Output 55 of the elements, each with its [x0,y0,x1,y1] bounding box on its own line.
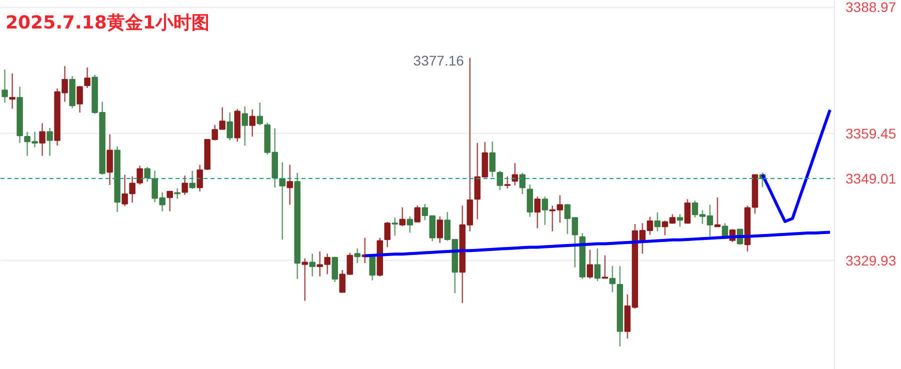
candlestick [684,198,691,224]
candlestick [594,248,601,282]
candlestick [226,112,233,142]
candlestick [436,216,444,244]
candlestick [496,170,504,191]
candlestick [399,206,406,227]
candlestick [519,172,526,195]
candlestick [166,190,173,212]
candlestick [279,162,286,240]
text: 2025.7.18黄金1小时图 [6,12,210,34]
candlestick [189,170,196,190]
candlestick [196,164,203,192]
candlestick [414,204,421,223]
candlestick [504,176,511,190]
candlestick [526,184,534,218]
candlestick [586,249,594,280]
candlestick [249,108,256,138]
candlestick [332,256,338,283]
y-tick-label: 3388.97 [846,0,896,16]
candlestick [106,134,113,186]
candlestick [534,196,541,229]
candlestick [242,106,248,146]
candlestick [714,196,721,228]
line-series [760,108,832,223]
candlestick [9,72,16,110]
y-tick-label: 3359.45 [846,126,896,142]
candlestick [182,174,188,196]
candlestick [39,122,46,156]
candlestick [76,85,83,114]
candlestick [542,196,548,226]
candlestick [122,174,128,207]
candlestick [406,216,414,234]
candlestick [422,203,428,221]
candlestick [286,164,293,206]
candlestick [84,66,90,89]
ref-line-label: 3349.01 [846,170,896,187]
candlestick [392,216,398,236]
candlestick [354,248,360,264]
candlestick [676,214,684,228]
candlestick [384,221,391,248]
candlestick [302,258,308,302]
candlestick [174,188,180,200]
candlestick [256,102,263,126]
line-series [363,230,832,258]
candlestick [429,214,436,242]
candlestick [489,141,496,178]
candlestick [2,68,8,104]
annotation: 3377.16 [413,52,464,69]
y-tick-label: 3329.93 [846,252,896,268]
candlestick [654,212,661,232]
candlestick [46,127,53,156]
candlestick [144,166,150,182]
candlestick [309,253,316,278]
candlestick [512,162,518,186]
candlestick [609,265,616,293]
